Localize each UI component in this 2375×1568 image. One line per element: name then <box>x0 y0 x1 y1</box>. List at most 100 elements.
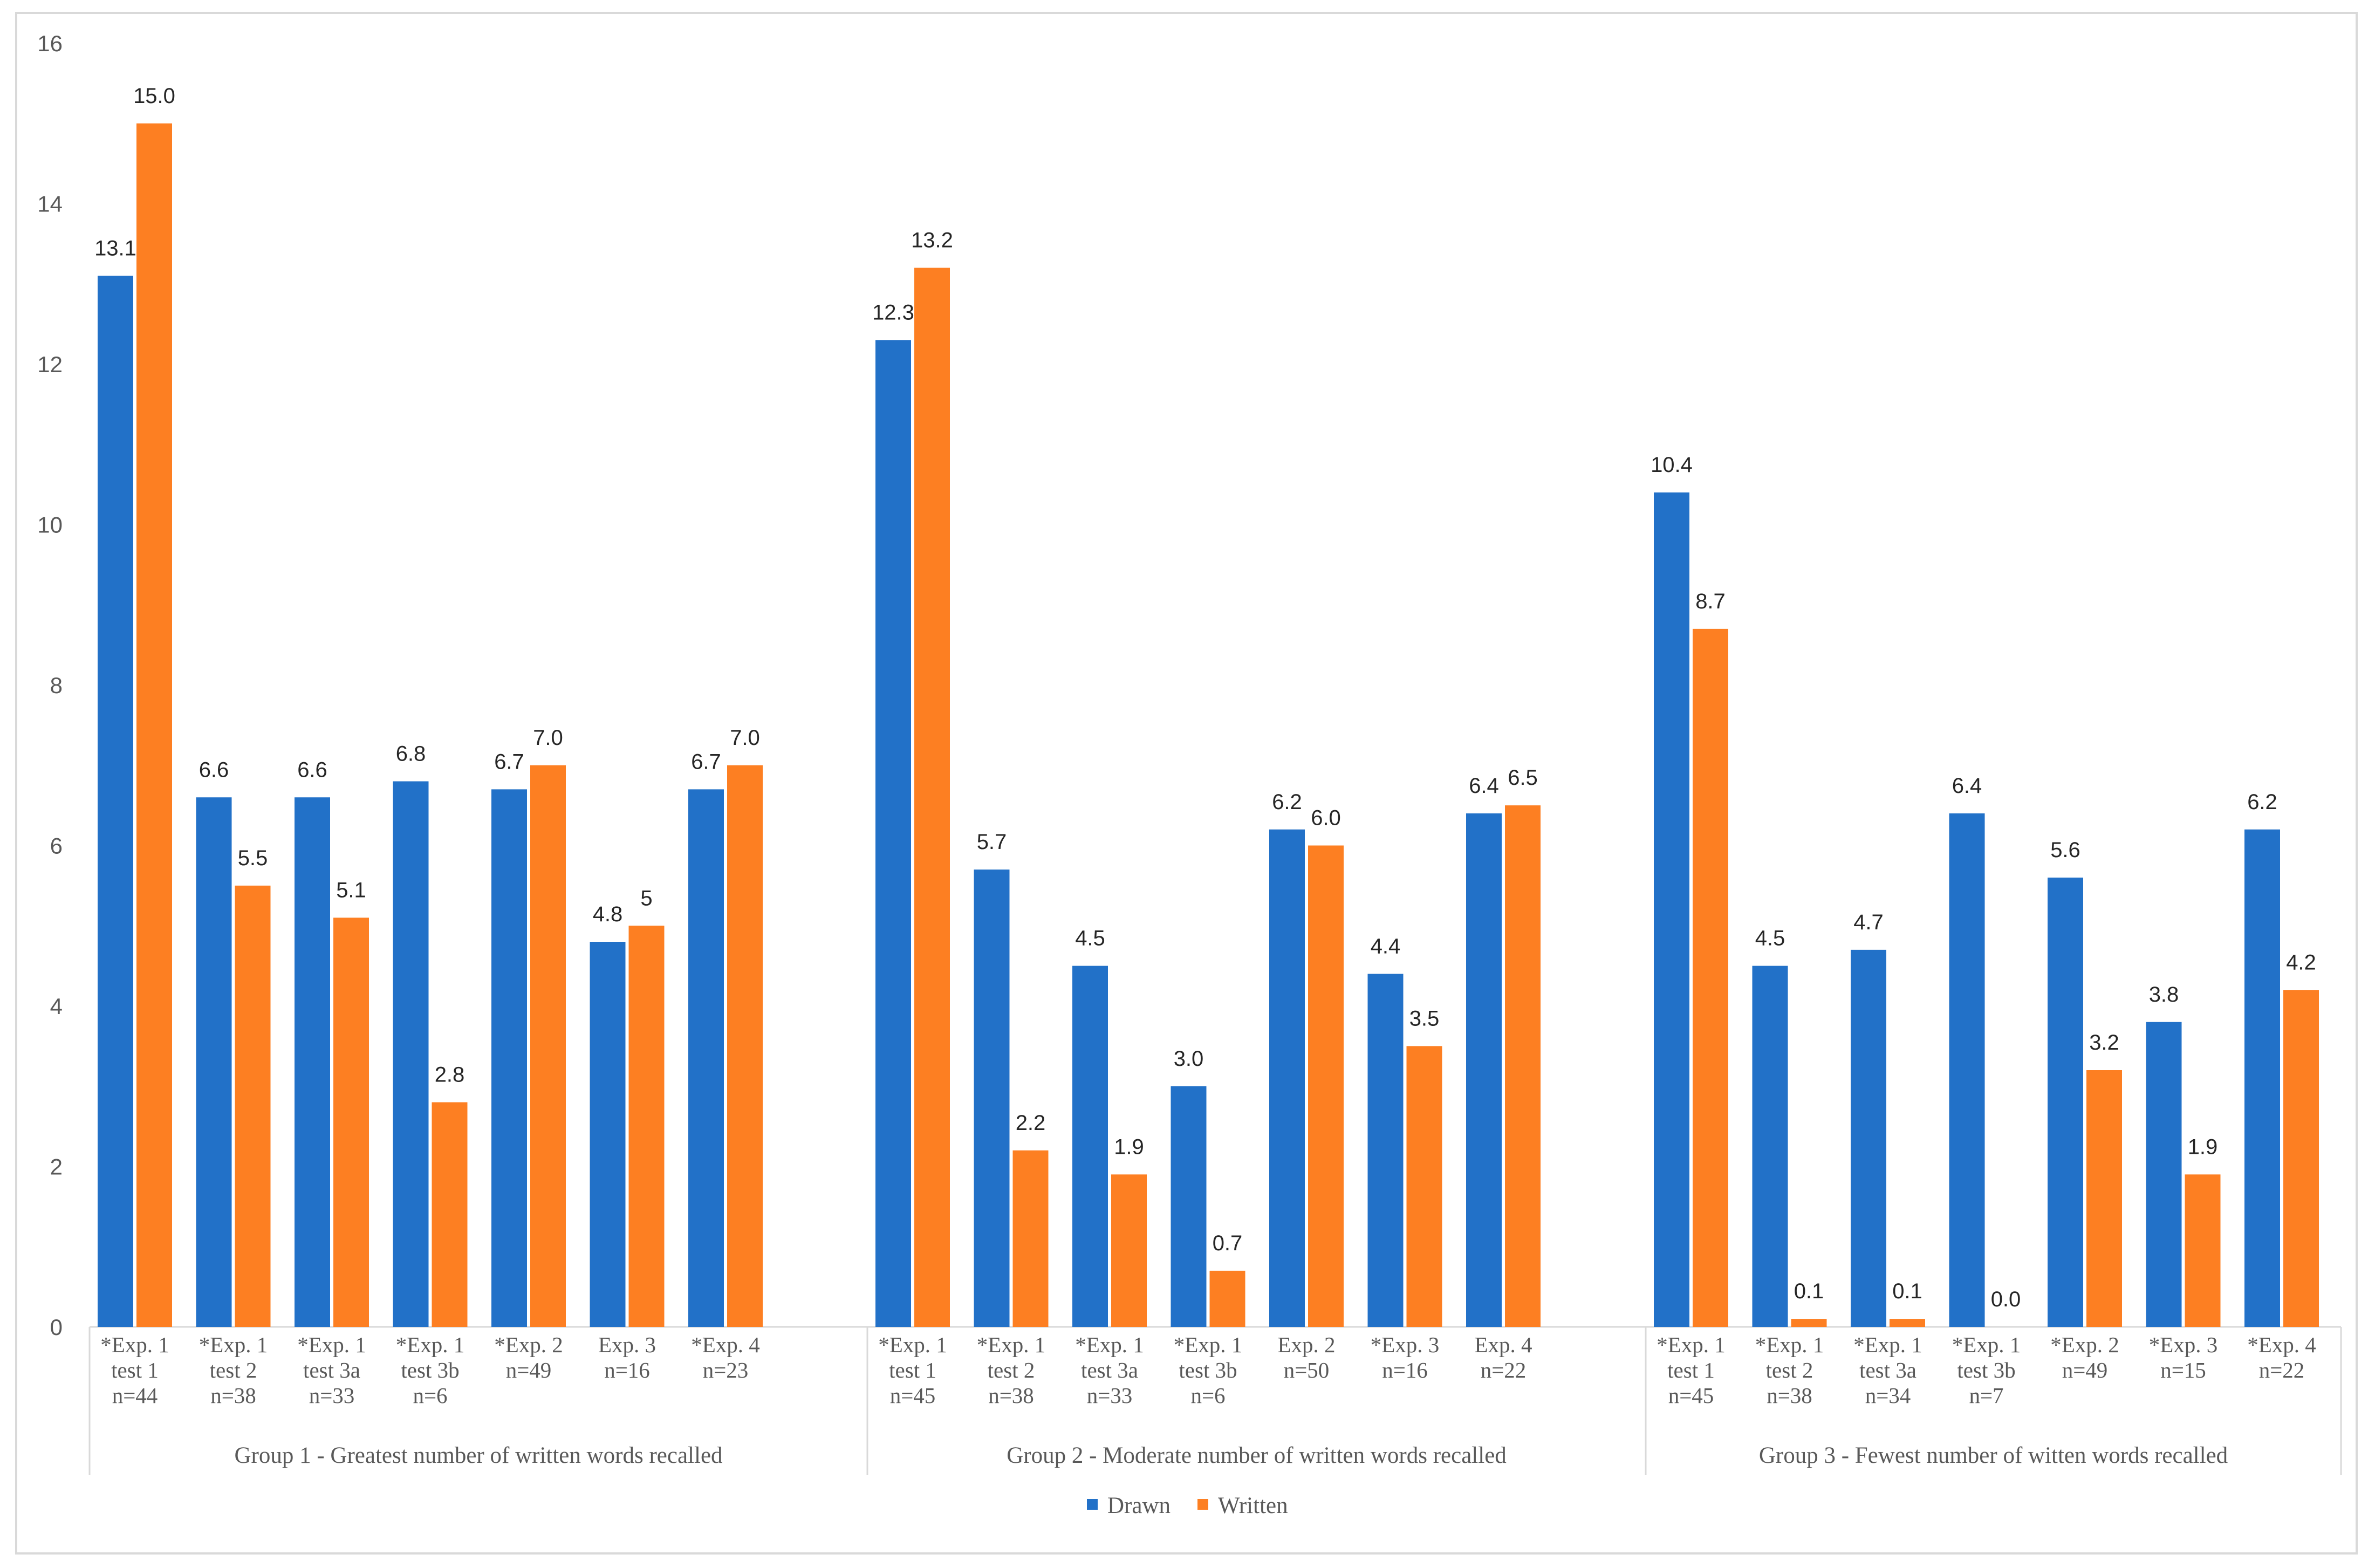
bar-written <box>2086 1070 2122 1327</box>
data-label-written: 7.0 <box>730 726 760 750</box>
bar-drawn <box>875 340 911 1327</box>
category-label: test 3a <box>303 1358 360 1382</box>
bar-written <box>432 1102 468 1327</box>
data-label-written: 0.1 <box>1892 1279 1922 1303</box>
data-label-drawn: 6.8 <box>396 742 426 766</box>
data-label-written: 6.5 <box>1508 766 1538 790</box>
bar-drawn <box>98 276 133 1327</box>
bar-written <box>1406 1046 1442 1327</box>
bar-drawn <box>1466 813 1502 1327</box>
category-label: test 3b <box>1179 1358 1237 1382</box>
category-label: *Exp. 1 <box>100 1332 169 1357</box>
data-label-written: 7.0 <box>533 726 563 750</box>
bar-drawn <box>2048 878 2083 1327</box>
bar-drawn <box>1654 492 1689 1327</box>
bar-written <box>914 268 950 1327</box>
data-label-drawn: 13.1 <box>94 236 136 260</box>
category-label: n=44 <box>112 1383 158 1408</box>
category-label: test 3a <box>1859 1358 1917 1382</box>
category-label: n=34 <box>1865 1383 1911 1408</box>
bar-written <box>1308 845 1344 1327</box>
data-label-drawn: 5.7 <box>977 830 1007 854</box>
data-label-written: 15.0 <box>133 84 175 108</box>
bar-drawn <box>1367 974 1404 1327</box>
data-label-drawn: 4.5 <box>1075 927 1105 950</box>
data-label-written: 3.5 <box>1409 1006 1440 1030</box>
category-label: *Exp. 2 <box>2050 1332 2119 1357</box>
y-tick-label: 4 <box>50 994 63 1019</box>
category-label: *Exp. 2 <box>494 1332 563 1357</box>
data-label-written: 1.9 <box>1114 1135 1144 1159</box>
data-label-drawn: 6.7 <box>494 750 524 773</box>
data-label-drawn: 6.4 <box>1952 774 1982 798</box>
data-label-written: 4.2 <box>2286 950 2316 974</box>
category-label: n=22 <box>2259 1358 2305 1382</box>
category-label: test 1 <box>889 1358 936 1382</box>
bar-written <box>530 765 566 1327</box>
category-label: test 2 <box>988 1358 1035 1382</box>
category-label: *Exp. 1 <box>297 1332 366 1357</box>
bar-drawn <box>1171 1086 1207 1327</box>
bar-drawn <box>590 942 626 1327</box>
category-label: n=6 <box>1190 1383 1225 1408</box>
data-label-drawn: 4.8 <box>593 902 623 926</box>
category-label: test 3b <box>1957 1358 2015 1382</box>
bar-written <box>333 917 369 1327</box>
bar-written <box>2283 990 2319 1327</box>
data-label-drawn: 6.7 <box>691 750 721 773</box>
category-label: n=38 <box>1767 1383 1812 1408</box>
category-label: *Exp. 1 <box>1174 1332 1243 1357</box>
category-label: *Exp. 1 <box>199 1332 268 1357</box>
legend-label-drawn: Drawn <box>1107 1493 1171 1518</box>
data-label-drawn: 4.4 <box>1371 935 1401 958</box>
category-label: n=49 <box>2062 1358 2108 1382</box>
bar-drawn <box>1072 966 1108 1327</box>
category-label: n=15 <box>2160 1358 2206 1382</box>
bar-drawn <box>393 781 429 1327</box>
category-label: *Exp. 1 <box>1755 1332 1824 1357</box>
group-label: Group 3 - Fewest number of witten words … <box>1759 1443 2228 1468</box>
data-label-drawn: 4.7 <box>1853 910 1884 934</box>
group-label: Group 2 - Moderate number of written wor… <box>1007 1443 1507 1468</box>
category-label: *Exp. 1 <box>1952 1332 2021 1357</box>
y-tick-label: 0 <box>50 1314 63 1340</box>
y-tick-label: 6 <box>50 833 63 859</box>
category-label: n=22 <box>1481 1358 1527 1382</box>
y-tick-label: 14 <box>37 191 63 217</box>
category-label: test 1 <box>1667 1358 1715 1382</box>
bar-drawn <box>2244 829 2280 1327</box>
category-label: Exp. 4 <box>1474 1332 1532 1357</box>
bar-written <box>1111 1174 1147 1327</box>
bar-written <box>136 123 172 1327</box>
category-label: n=49 <box>506 1358 552 1382</box>
category-label: n=45 <box>890 1383 936 1408</box>
category-label: *Exp. 1 <box>396 1332 465 1357</box>
bar-drawn <box>688 789 724 1327</box>
data-label-written: 6.0 <box>1311 806 1341 830</box>
bar-drawn <box>974 869 1010 1327</box>
data-label-written: 5 <box>640 886 652 910</box>
data-label-written: 3.2 <box>2089 1031 2119 1055</box>
category-label: n=7 <box>1969 1383 2003 1408</box>
bar-written <box>1209 1270 1245 1327</box>
y-tick-label: 8 <box>50 673 63 698</box>
y-tick-label: 16 <box>37 31 63 56</box>
category-label: n=45 <box>1668 1383 1714 1408</box>
data-label-drawn: 6.2 <box>2247 790 2277 814</box>
category-label: test 2 <box>1766 1358 1813 1382</box>
category-label: test 3b <box>401 1358 459 1382</box>
bar-written <box>1505 805 1541 1327</box>
category-label: n=16 <box>604 1358 650 1382</box>
y-tick-label: 10 <box>37 512 63 538</box>
data-label-drawn: 6.2 <box>1272 790 1302 814</box>
data-label-written: 0.0 <box>1991 1288 2021 1311</box>
data-label-drawn: 3.0 <box>1174 1047 1204 1071</box>
category-label: test 1 <box>111 1358 159 1382</box>
category-label: n=38 <box>210 1383 256 1408</box>
category-label: *Exp. 1 <box>977 1332 1046 1357</box>
category-label: n=33 <box>1087 1383 1133 1408</box>
group-label: Group 1 - Greatest number of written wor… <box>234 1443 722 1468</box>
category-label: n=50 <box>1284 1358 1330 1382</box>
category-label: *Exp. 1 <box>1853 1332 1922 1357</box>
